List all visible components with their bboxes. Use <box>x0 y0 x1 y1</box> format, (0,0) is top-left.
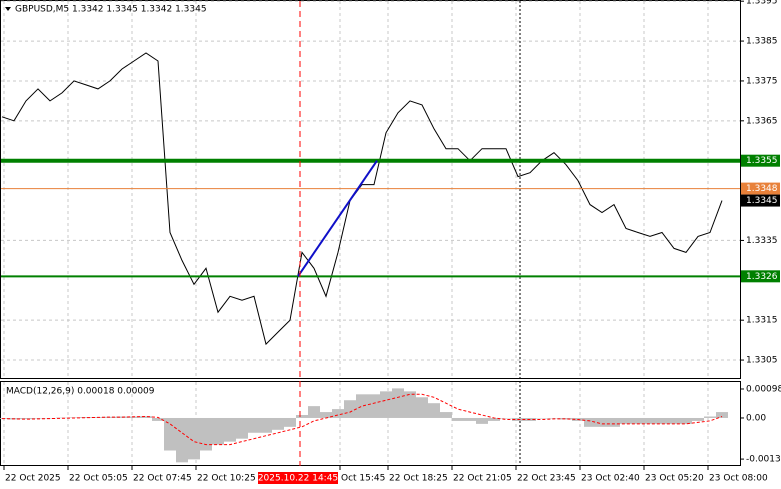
histogram-bar <box>140 416 152 418</box>
histogram-bar <box>272 417 284 430</box>
histogram-bar <box>176 417 188 463</box>
x-tick-label: 22 Oct 2025 <box>5 474 61 484</box>
histogram-bar <box>656 417 668 424</box>
y-tick-label: 1.3305 <box>746 356 778 366</box>
level-label-box <box>741 154 780 167</box>
level-label: 1.3348 <box>746 184 778 194</box>
histogram-bar <box>620 417 632 424</box>
histogram-bar <box>452 417 464 421</box>
signal-line <box>1 393 723 446</box>
price-panel-frame <box>0 0 741 379</box>
histogram-bar <box>356 394 368 418</box>
level-label-box <box>741 270 780 283</box>
x-tick-label: Oct 15:45 <box>341 474 385 484</box>
x-tick-label: 22 Oct 05:05 <box>69 474 128 484</box>
y-tick-label: 1.3375 <box>746 76 778 86</box>
histogram-bar <box>344 400 356 418</box>
last-price-label: 1.3345 <box>746 196 778 206</box>
histogram-bar <box>596 417 608 427</box>
y-tick-label: 1.3335 <box>746 236 778 246</box>
histogram-bar <box>104 416 116 418</box>
histogram-bar <box>188 417 200 460</box>
x-tick-label: 22 Oct 07:45 <box>133 474 192 484</box>
x-tick-label: 23 Oct 08:00 <box>709 474 768 484</box>
cursor-label-box <box>258 472 338 484</box>
y-tick-label: 1.3395 <box>746 0 778 7</box>
histogram-bar <box>548 417 560 419</box>
histogram-bar <box>260 417 272 433</box>
y-tick-label: 1.3385 <box>746 37 778 47</box>
histogram-bar <box>308 406 320 418</box>
histogram-bar <box>332 409 344 418</box>
y-tick-label: 0.00 <box>746 413 766 423</box>
x-tick-label: 23 Oct 02:40 <box>581 474 640 484</box>
macd-title: MACD(12,26,9) 0.00018 0.00009 <box>6 387 155 397</box>
histogram-bar <box>200 417 212 451</box>
level-label: 1.3355 <box>746 156 778 166</box>
histogram-bar <box>44 417 56 419</box>
histogram-bar <box>320 412 332 418</box>
histogram-bar <box>632 417 644 424</box>
histogram-bar <box>440 412 452 418</box>
plot-layer <box>0 0 744 470</box>
histogram-bar <box>224 417 236 442</box>
x-tick-label: 23 Oct 05:20 <box>645 474 704 484</box>
cursor-label: 2025.10.22 14:45 <box>258 474 338 484</box>
histogram-bar <box>644 417 656 424</box>
histogram-bar <box>392 388 404 418</box>
y-tick-label: -0.00139 <box>746 455 781 465</box>
histogram-bar <box>476 417 488 424</box>
histogram-bar <box>488 417 500 421</box>
histogram-bar <box>584 417 596 427</box>
histogram-bar <box>464 417 476 421</box>
histogram-bar <box>32 417 44 419</box>
histogram-bar <box>152 417 164 421</box>
histogram-bar <box>212 417 224 445</box>
histogram-bar <box>680 417 692 424</box>
histogram-bar <box>416 397 428 418</box>
y-tick-label: 1.3365 <box>746 116 778 126</box>
histogram-bar <box>368 394 380 418</box>
histogram-bar <box>296 415 308 418</box>
x-tick-label: 22 Oct 21:05 <box>453 474 512 484</box>
y-tick-label: 0.00098 <box>746 384 781 394</box>
histogram-bar <box>428 403 440 418</box>
histogram-bar <box>536 417 548 419</box>
level-label-box <box>741 182 780 195</box>
histogram-bar <box>380 391 392 418</box>
histogram-bar <box>20 417 32 420</box>
histogram-bar <box>608 417 620 427</box>
histogram-bar <box>248 417 260 433</box>
histogram-bar <box>500 417 512 419</box>
histogram-bar <box>716 412 728 418</box>
histogram-bar <box>284 417 296 427</box>
histogram-bar <box>236 417 248 439</box>
x-tick-label: 22 Oct 23:45 <box>517 474 576 484</box>
last-price-box <box>741 194 780 207</box>
y-tick-label: 1.3315 <box>746 316 778 326</box>
histogram-bar <box>404 391 416 418</box>
histogram-bar <box>704 416 716 418</box>
histogram-bar <box>692 417 704 421</box>
histogram-bar <box>164 417 176 451</box>
price-line <box>1 52 723 346</box>
level-label: 1.3326 <box>746 272 778 282</box>
menu-triangle <box>5 7 11 11</box>
histogram-bar <box>668 417 680 424</box>
histogram-bar <box>560 417 572 420</box>
x-tick-label: 22 Oct 18:25 <box>389 474 448 484</box>
chart-title: GBPUSD,M5 1.3342 1.3345 1.3342 1.3345 <box>15 5 207 15</box>
macd-panel-frame <box>0 381 741 466</box>
histogram-bar <box>80 417 92 418</box>
trend-line <box>297 160 378 277</box>
x-tick-label: 22 Oct 10:25 <box>197 474 256 484</box>
